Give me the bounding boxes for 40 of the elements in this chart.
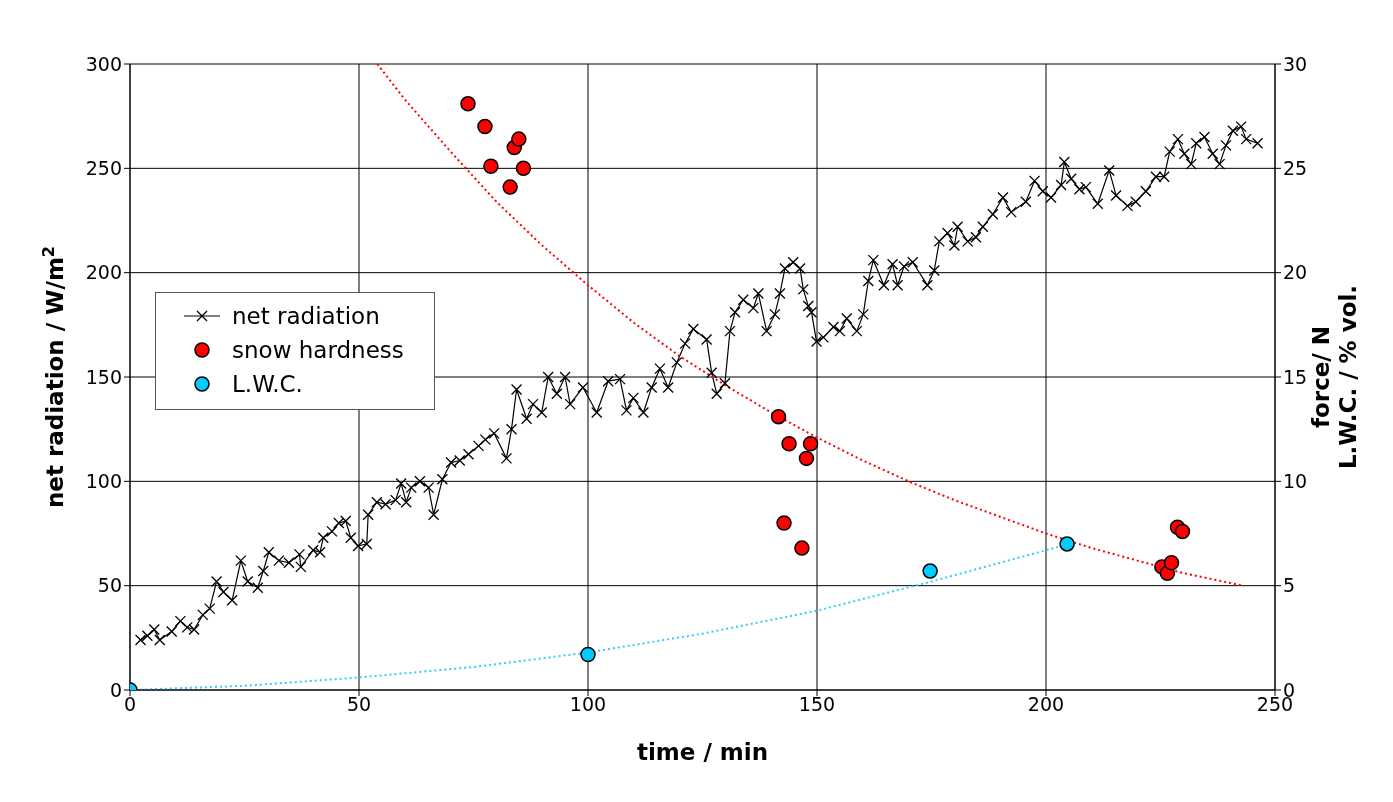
x-tick-label: 100 — [569, 693, 607, 716]
legend-label: snow hardness — [232, 337, 404, 363]
point — [770, 408, 787, 425]
point — [1163, 554, 1180, 571]
y2-tick-label: 15 — [1283, 365, 1308, 388]
y2-tick-label: 25 — [1283, 157, 1308, 180]
point — [502, 179, 518, 195]
point — [798, 450, 815, 467]
x-tick-label: 200 — [1027, 693, 1065, 716]
legend-label: L.W.C. — [232, 371, 303, 397]
y2-axis-title: force/ N L.W.C. / % vol. — [1308, 284, 1361, 470]
y-tick-label: 0 — [109, 678, 122, 701]
y-tick-label: 250 — [85, 157, 122, 180]
y-tick-label: 50 — [97, 574, 122, 597]
y-tick-label: 300 — [85, 52, 122, 75]
point — [515, 160, 532, 177]
point — [580, 646, 596, 663]
point — [1174, 523, 1191, 540]
point — [511, 131, 527, 147]
point — [802, 436, 819, 452]
point — [794, 540, 810, 556]
point — [460, 95, 476, 112]
point — [922, 563, 938, 579]
legend-label: net radiation — [232, 303, 380, 329]
point — [483, 158, 499, 174]
y-tick-label: 200 — [85, 261, 122, 284]
point — [781, 436, 797, 452]
x-tick-label: 50 — [346, 693, 372, 716]
y2-tick-label: 30 — [1283, 52, 1308, 75]
y2-tick-label: 10 — [1283, 470, 1308, 493]
y-tick-label: 100 — [85, 470, 122, 493]
y2-tick-label: 5 — [1283, 574, 1296, 597]
point — [477, 118, 493, 135]
point — [1059, 536, 1075, 552]
point — [776, 515, 792, 531]
y-tick-label: 150 — [85, 365, 122, 388]
y2-tick-label: 20 — [1283, 261, 1308, 284]
x-tick-label: 150 — [798, 693, 836, 716]
x-tick-label: 0 — [123, 693, 137, 716]
x-axis-title: time / min — [636, 739, 769, 765]
